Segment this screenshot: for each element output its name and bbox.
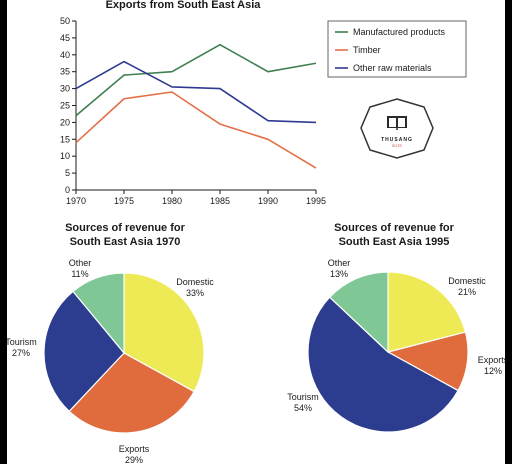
series-line-3	[75, 60, 317, 124]
pie-1970-title-line-1: Sources of revenue for	[65, 222, 186, 234]
pie-1995-slice-other	[328, 271, 389, 354]
thusang-logo: THUSANG IELTS	[360, 98, 434, 159]
pie-1970-slices	[43, 272, 205, 434]
pie-1995-percent-other: 13%	[330, 269, 348, 279]
y-tick-label: 40	[60, 50, 70, 60]
x-tick-label: 1990	[258, 196, 278, 206]
pie-1970-percent-exports: 29%	[125, 455, 143, 464]
y-tick-label: 10	[60, 151, 70, 161]
legend-label: Other raw materials	[353, 63, 432, 73]
line-chart: Exports from South East Asia 0 5 10 15 20 25 3…	[60, 0, 467, 206]
pie-1970-slice-other	[72, 272, 125, 355]
pie-1995-label-other: Other	[328, 258, 351, 268]
legend-label: Manufactured products	[353, 27, 446, 37]
y-tick-label: 30	[60, 84, 70, 94]
pie-1995-percent-domestic: 21%	[458, 287, 476, 297]
legend-box	[327, 20, 467, 78]
pie-1995-percent-exports: 12%	[484, 366, 502, 376]
open-book-icon	[387, 116, 407, 130]
series-line-2	[75, 91, 317, 169]
pie-1970-percent-other: 11%	[71, 269, 88, 279]
figure-canvas: Exports from South East Asia 0 5 10 15 20 25 3…	[7, 0, 505, 464]
y-tick-label: 35	[60, 67, 70, 77]
pie-1995-slice-tourism	[307, 296, 459, 433]
pie-1970-title-line-2: South East Asia 1970	[70, 236, 181, 248]
pie-chart-1970: Sources of revenue for South East Asia 1…	[7, 222, 214, 464]
pie-1970-label-tourism: Tourism	[7, 337, 37, 347]
pie-1970-slice-tourism	[43, 290, 125, 413]
pie-1995-label-domestic: Domestic	[448, 276, 486, 286]
x-tick-label: 1985	[210, 196, 230, 206]
pie-1970-label-exports: Exports	[119, 444, 150, 454]
pie-1970-label-domestic: Domestic	[176, 277, 214, 287]
pie-1970-slice-domestic	[123, 272, 205, 393]
line-chart-title: Exports from South East Asia	[106, 0, 262, 11]
pie-1970-label-other: Other	[69, 258, 92, 268]
pie-1970-percent-domestic: 33%	[186, 288, 204, 298]
pie-1970-percent-tourism: 27%	[12, 348, 30, 358]
pie-chart-1995: Sources of revenue for South East Asia 1…	[287, 222, 505, 433]
x-tick-label: 1970	[66, 196, 86, 206]
series-line-1	[75, 43, 317, 117]
y-tick-label: 45	[60, 33, 70, 43]
y-tick-label: 5	[65, 168, 70, 178]
y-tick-label: 50	[60, 16, 70, 26]
y-tick-label: 20	[60, 117, 70, 127]
y-tick-label: 0	[65, 185, 70, 195]
pie-1995-slice-domestic	[387, 271, 467, 353]
y-tick-label: 15	[60, 134, 70, 144]
x-tick-label: 1975	[114, 196, 134, 206]
pie-1995-slices	[307, 271, 469, 433]
line-chart-axes: 0 5 10 15 20 25 30 35 40 45 50 1970 1975 1980 1985 1990…	[60, 16, 326, 206]
pie-1995-label-tourism: Tourism	[287, 392, 319, 402]
x-tick-label: 1995	[306, 196, 326, 206]
pie-1970-slice-exports	[68, 352, 195, 434]
pie-1995-title-line-1: Sources of revenue for	[334, 222, 455, 234]
pie-1995-label-exports: Exports	[478, 355, 505, 365]
legend-label: Timber	[353, 45, 381, 55]
pie-1995-slice-exports	[386, 331, 469, 392]
figure-svg: Exports from South East Asia 0 5 10 15 20 25 3…	[7, 0, 505, 464]
pie-1995-title-line-2: South East Asia 1995	[339, 236, 450, 248]
y-tick-label: 25	[60, 101, 70, 111]
line-chart-series	[75, 43, 317, 169]
x-tick-label: 1980	[162, 196, 182, 206]
logo-subtext: IELTS	[392, 144, 402, 148]
pie-1995-percent-tourism: 54%	[294, 403, 312, 413]
line-chart-legend: Manufactured products Timber Other raw mat…	[327, 20, 467, 78]
logo-text: THUSANG	[381, 137, 413, 143]
